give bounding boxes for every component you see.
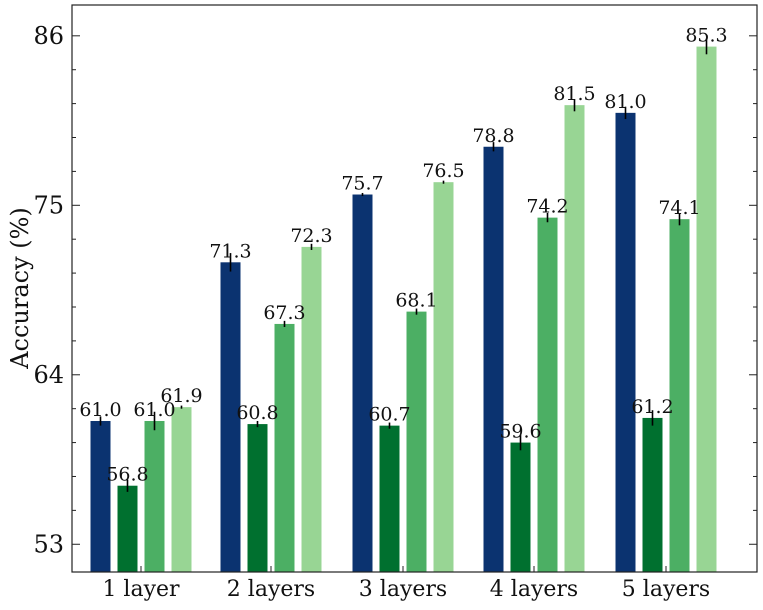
data-label: 74.1 xyxy=(658,197,700,219)
data-label: 61.2 xyxy=(631,396,673,418)
bar xyxy=(301,246,322,572)
y-axis-label: Accuracy (%) xyxy=(6,207,34,370)
bar xyxy=(247,424,268,572)
data-label: 61.0 xyxy=(79,399,121,421)
data-label: 85.3 xyxy=(685,25,727,47)
x-tick-label: 4 layers xyxy=(490,577,578,602)
plot-frame xyxy=(71,4,758,573)
bar xyxy=(696,46,717,573)
bar xyxy=(537,217,558,572)
data-label: 76.5 xyxy=(422,160,464,182)
y-tick-label: 53 xyxy=(33,530,64,558)
data-label: 75.7 xyxy=(341,173,383,195)
bar xyxy=(144,421,165,572)
bar xyxy=(117,485,138,572)
data-label: 81.5 xyxy=(553,83,595,105)
data-label: 60.8 xyxy=(236,402,278,424)
data-label: 59.6 xyxy=(499,421,541,443)
x-tick-label: 3 layers xyxy=(359,577,447,602)
data-label: 67.3 xyxy=(263,302,305,324)
bar xyxy=(220,262,241,572)
x-tick-label: 5 layers xyxy=(622,577,710,602)
bar xyxy=(90,421,111,572)
x-tick-label: 1 layer xyxy=(102,577,180,602)
bars-layer xyxy=(90,38,717,573)
bar xyxy=(379,425,400,572)
bar xyxy=(483,146,504,572)
data-labels-layer: 61.056.861.061.971.360.867.372.375.760.7… xyxy=(79,25,727,486)
bar xyxy=(564,105,585,572)
data-label: 74.2 xyxy=(526,196,568,218)
bar xyxy=(406,311,427,572)
data-label: 60.7 xyxy=(368,404,410,426)
bar xyxy=(433,182,454,572)
x-tick-label: 2 layers xyxy=(227,577,315,602)
data-label: 71.3 xyxy=(209,240,251,262)
y-tick-label: 64 xyxy=(33,361,64,389)
x-tick-labels-layer: 1 layer 2 layers 3 layers 4 layers 5 layers xyxy=(102,577,710,602)
data-label: 56.8 xyxy=(106,464,148,486)
y-ticks-layer: 53 64 75 86 xyxy=(33,22,757,572)
data-label: 78.8 xyxy=(472,125,514,147)
bar xyxy=(510,442,531,572)
data-label: 68.1 xyxy=(395,290,437,312)
bar xyxy=(615,112,636,572)
data-label: 81.0 xyxy=(604,91,646,113)
bar xyxy=(642,417,663,572)
data-label: 72.3 xyxy=(290,225,332,247)
y-tick-label: 86 xyxy=(33,22,64,50)
y-tick-label: 75 xyxy=(33,191,64,219)
data-label: 61.0 xyxy=(133,399,175,421)
bar xyxy=(352,194,373,572)
data-label: 61.9 xyxy=(160,385,202,407)
bar xyxy=(669,219,690,572)
bar xyxy=(274,323,295,572)
bar xyxy=(171,407,192,572)
